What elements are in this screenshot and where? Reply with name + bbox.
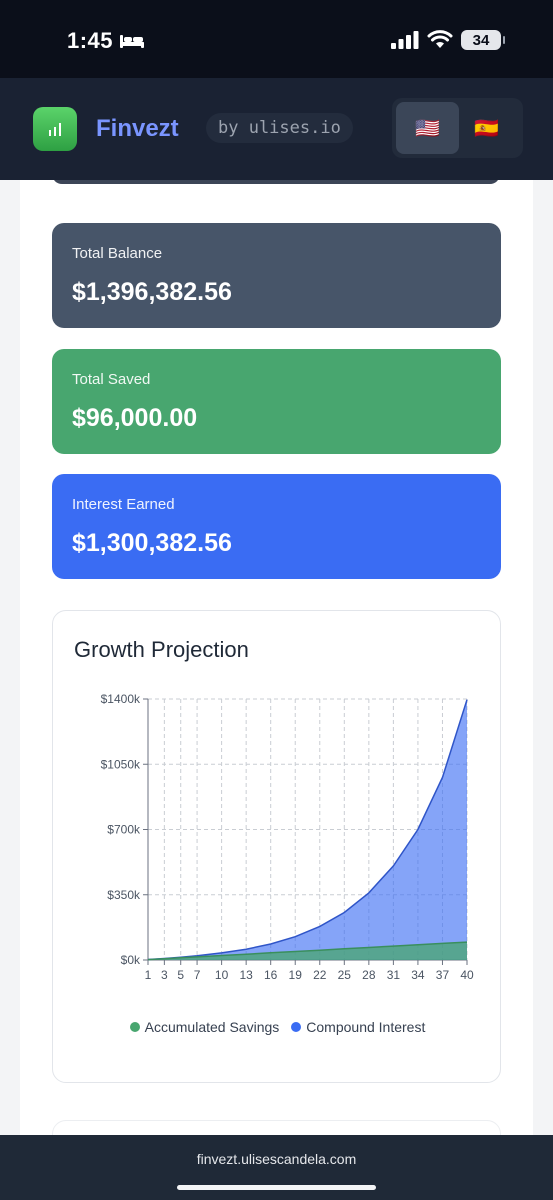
x-tick-label: 28 bbox=[362, 968, 376, 982]
x-tick-label: 7 bbox=[194, 968, 201, 982]
previous-card-edge bbox=[52, 180, 500, 184]
legend-interest-label: Compound Interest bbox=[306, 1019, 426, 1035]
us-flag-icon: 🇺🇸 bbox=[415, 117, 440, 140]
x-tick-label: 10 bbox=[215, 968, 229, 982]
spain-flag-icon: 🇪🇸 bbox=[474, 117, 499, 140]
y-tick-label: $700k bbox=[107, 823, 141, 837]
legend-savings-label: Accumulated Savings bbox=[144, 1019, 280, 1035]
x-tick-label: 16 bbox=[264, 968, 278, 982]
x-tick-label: 34 bbox=[411, 968, 425, 982]
time-label: 1:45 bbox=[67, 28, 114, 53]
savings-line bbox=[147, 941, 468, 961]
x-tick-label: 40 bbox=[460, 968, 474, 982]
wifi-icon bbox=[427, 30, 453, 48]
total-balance-label: Total Balance bbox=[72, 245, 163, 262]
total-balance-value: $1,396,382.56 bbox=[72, 278, 232, 306]
x-tick-label: 25 bbox=[338, 968, 352, 982]
app-title[interactable]: Finvezt bbox=[96, 115, 179, 142]
y-tick-label: $350k bbox=[107, 888, 141, 902]
byline-badge[interactable]: by ulises.io bbox=[206, 113, 353, 143]
interest-earned-label: Interest Earned bbox=[72, 496, 175, 513]
legend-savings-dot bbox=[129, 1022, 140, 1032]
total-balance-card: Total Balance $1,396,382.56 bbox=[52, 223, 501, 328]
total-saved-card: Total Saved $96,000.00 bbox=[52, 349, 501, 454]
app-logo[interactable] bbox=[33, 107, 77, 151]
chart-legend: Accumulated Savings Compound Interest bbox=[53, 1019, 502, 1035]
main-content: Total Balance $1,396,382.56 Total Saved … bbox=[20, 180, 533, 1135]
total-saved-label: Total Saved bbox=[72, 371, 151, 388]
bed-icon bbox=[120, 35, 145, 48]
language-switch: 🇺🇸 🇪🇸 bbox=[392, 98, 523, 158]
x-tick-label: 37 bbox=[436, 968, 450, 982]
x-tick-label: 31 bbox=[387, 968, 401, 982]
battery-level: 34 bbox=[472, 31, 490, 49]
home-indicator[interactable] bbox=[177, 1185, 376, 1190]
browser-url-bar[interactable]: finvezt.ulisescandela.com bbox=[0, 1135, 553, 1200]
next-card-edge bbox=[52, 1120, 501, 1135]
y-tick-label: $0k bbox=[121, 953, 141, 967]
status-time: 1:45 bbox=[67, 28, 145, 54]
chart-title: Growth Projection bbox=[74, 637, 249, 662]
language-english-button[interactable]: 🇺🇸 bbox=[396, 102, 459, 154]
legend-item-interest[interactable]: Compound Interest bbox=[291, 1019, 425, 1035]
legend-item-savings[interactable]: Accumulated Savings bbox=[129, 1019, 280, 1035]
language-spanish-button[interactable]: 🇪🇸 bbox=[455, 102, 518, 154]
url-text[interactable]: finvezt.ulisescandela.com bbox=[196, 1151, 357, 1167]
legend-interest-dot bbox=[291, 1022, 302, 1032]
interest-area bbox=[148, 699, 467, 960]
x-tick-label: 19 bbox=[289, 968, 303, 982]
total-saved-value: $96,000.00 bbox=[72, 404, 198, 432]
y-tick-label: $1050k bbox=[101, 757, 141, 771]
x-tick-label: 3 bbox=[161, 968, 168, 982]
growth-projection-card: Growth Projection $0k $350k $700k $1050k $14… bbox=[52, 610, 501, 1083]
bar-chart-icon bbox=[49, 123, 61, 136]
status-bar: 1:45 34 bbox=[0, 0, 553, 78]
x-tick-label: 22 bbox=[313, 968, 327, 982]
x-tick-label: 1 bbox=[145, 968, 152, 982]
signal-icon bbox=[391, 31, 419, 49]
status-icons: 34 bbox=[391, 30, 505, 50]
interest-earned-card: Interest Earned $1,300,382.56 bbox=[52, 474, 501, 579]
battery-icon: 34 bbox=[461, 30, 505, 50]
y-tick-label: $1400k bbox=[101, 692, 141, 706]
x-tick-label: 5 bbox=[177, 968, 184, 982]
interest-earned-value: $1,300,382.56 bbox=[72, 529, 232, 557]
x-tick-label: 13 bbox=[239, 968, 253, 982]
